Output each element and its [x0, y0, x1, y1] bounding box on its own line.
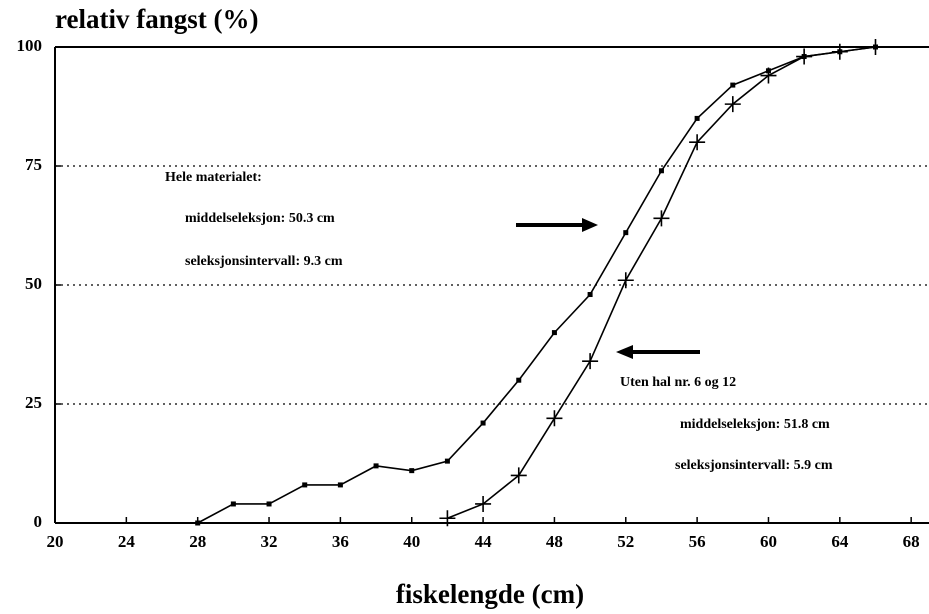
x-tick-label: 56	[689, 532, 706, 551]
chart-title: relativ fangst (%)	[55, 4, 258, 34]
data-point	[510, 467, 527, 484]
annotation: seleksjonsintervall: 9.3 cm	[185, 254, 343, 269]
x-tick-label: 44	[475, 532, 493, 551]
x-tick-label: 52	[617, 532, 634, 551]
annotation: seleksjonsintervall: 5.9 cm	[675, 458, 833, 473]
x-tick-label: 28	[189, 532, 206, 551]
data-point	[582, 353, 599, 370]
x-tick-label: 24	[118, 532, 136, 551]
y-tick-label: 25	[25, 393, 42, 412]
data-point	[730, 82, 736, 88]
data-point	[796, 48, 813, 65]
annotation: Hele materialet:	[165, 170, 262, 185]
data-point	[444, 458, 450, 464]
data-point	[373, 463, 379, 469]
x-tick-label: 60	[760, 532, 777, 551]
x-tick-label: 20	[47, 532, 64, 551]
annotation: middelseleksjon: 50.3 cm	[185, 211, 335, 226]
data-point	[439, 510, 456, 527]
y-tick-label: 0	[34, 512, 43, 531]
arrow	[616, 345, 700, 359]
y-tick-label: 100	[17, 36, 43, 55]
series-line	[197, 46, 876, 524]
y-tick-label: 50	[25, 274, 42, 293]
data-point	[546, 410, 563, 427]
arrow	[516, 218, 598, 232]
data-point	[694, 115, 700, 121]
x-tick-label: 48	[546, 532, 563, 551]
data-point	[516, 377, 522, 383]
data-point	[724, 96, 741, 113]
data-point	[475, 495, 492, 512]
data-point	[689, 134, 706, 151]
data-point	[409, 468, 415, 474]
data-point	[587, 292, 593, 298]
data-point	[551, 330, 557, 336]
data-point	[266, 501, 272, 507]
annotation: middelseleksjon: 51.8 cm	[680, 417, 830, 432]
annotation: Uten hal nr. 6 og 12	[620, 375, 736, 390]
x-tick-label: 64	[831, 532, 849, 551]
x-tick-label: 68	[903, 532, 920, 551]
x-tick-label: 32	[261, 532, 278, 551]
data-point	[867, 39, 884, 55]
data-point	[302, 482, 308, 488]
data-point	[617, 272, 634, 289]
x-tick-label: 40	[403, 532, 420, 551]
data-point	[623, 230, 629, 236]
data-point	[658, 168, 664, 174]
x-tick-label: 36	[332, 532, 349, 551]
y-tick-label: 75	[25, 155, 42, 174]
data-point	[337, 482, 343, 488]
data-point	[653, 210, 670, 227]
data-point	[195, 520, 201, 526]
data-point	[760, 67, 777, 84]
data-point	[230, 501, 236, 507]
data-point	[831, 43, 848, 60]
series-line	[447, 46, 876, 519]
data-point	[480, 420, 486, 426]
x-axis-label: fiskelengde (cm)	[396, 579, 584, 609]
